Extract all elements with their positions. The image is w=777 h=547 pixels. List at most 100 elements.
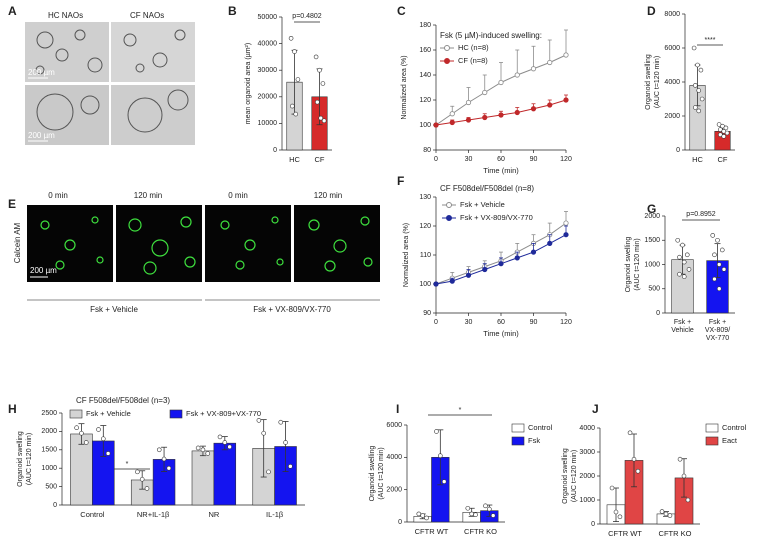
y-tick-label: 80: [423, 147, 431, 154]
organoid: [360, 216, 370, 226]
x-tick-label: HC: [692, 155, 703, 164]
data-point: [195, 445, 201, 451]
data-point: [416, 511, 422, 517]
legend-label: CF (n=8): [458, 56, 488, 65]
panel-g: G 0 500 1000 1500 2000 Organoid swelling (AUC t…: [625, 202, 735, 342]
data-point: [627, 430, 633, 436]
y-tick-label: 0: [273, 147, 277, 154]
legend-label: Fsk: [528, 436, 540, 445]
data-point: [441, 479, 447, 484]
panel-letter: D: [647, 4, 656, 18]
organoid: [308, 219, 320, 231]
data-point: [681, 259, 687, 265]
y-tick-label: 2000: [41, 428, 57, 435]
data-point: [498, 79, 504, 86]
legend-label: Fsk + Vehicle: [460, 200, 505, 209]
data-point: [96, 427, 101, 432]
y-tick-label: 140: [419, 72, 431, 79]
legend-label: Control: [528, 423, 553, 432]
organoid: [64, 239, 76, 251]
data-point: [514, 255, 520, 261]
legend-marker: [446, 215, 452, 221]
time-label: 120 min: [314, 191, 342, 200]
y-tick-label: 4000: [664, 79, 680, 86]
data-point: [721, 267, 727, 272]
stain-label: Calcein AM: [13, 222, 22, 263]
y-tick-label: 180: [419, 22, 431, 29]
x-tick-label: Vehicle: [671, 327, 694, 334]
data-point: [74, 425, 79, 431]
data-point: [205, 451, 211, 456]
data-point: [313, 54, 319, 60]
organoid: [244, 239, 256, 251]
panel-b: B 0 10000 20000 30000 40000 50000 mean organoid…: [228, 4, 332, 164]
y-tick-label: 40000: [258, 40, 278, 47]
data-point: [498, 112, 504, 118]
data-point: [696, 108, 702, 114]
data-point: [693, 105, 698, 110]
data-point: [139, 476, 145, 482]
data-point: [420, 513, 425, 518]
data-point: [434, 429, 439, 434]
y-tick-label: 1500: [644, 237, 660, 244]
legend-label: Fsk + VX-809+VX-770: [186, 409, 261, 418]
data-point: [144, 486, 150, 491]
legend-label: Eact: [722, 436, 738, 445]
data-point: [288, 35, 294, 41]
panel-d: D 0 2000 4000 6000 8000 Organoid swelling (AUC …: [645, 4, 735, 164]
y-tick-label: 160: [419, 47, 431, 54]
x-tick-label: 90: [530, 156, 538, 163]
y-axis-label: Normalized area (%): [401, 55, 408, 119]
x-tick-label: 60: [497, 156, 505, 163]
panel-letter: I: [396, 402, 399, 416]
data-point: [321, 118, 327, 124]
y-tick-label: 4000: [386, 454, 402, 461]
data-point: [278, 419, 284, 425]
data-point: [283, 440, 288, 445]
y-axis-label: mean organoid area (µm²): [245, 43, 252, 124]
data-point: [698, 67, 704, 73]
x-tick-label: NR: [208, 510, 219, 519]
organoid: [333, 239, 347, 253]
y-tick-label: 500: [648, 286, 660, 293]
data-point: [715, 237, 720, 243]
annotation: *: [459, 407, 462, 414]
y-tick-label: 2000: [644, 213, 660, 220]
annotation: p=0.8952: [686, 211, 715, 218]
data-point: [465, 117, 472, 123]
y-tick-label: 4000: [579, 425, 595, 432]
legend-swatch: [511, 423, 525, 433]
data-point: [433, 281, 439, 287]
data-point: [465, 99, 472, 106]
data-point: [563, 220, 569, 226]
data-point: [712, 252, 717, 258]
data-point: [490, 513, 496, 518]
organoid: [276, 258, 284, 266]
organoid: [271, 216, 279, 224]
x-tick-label: CF: [718, 155, 728, 164]
data-point: [288, 464, 293, 469]
fluorescence-image: [116, 205, 202, 282]
data-point: [200, 447, 206, 453]
time-label: 0 min: [228, 191, 248, 200]
data-point: [677, 456, 683, 462]
y-tick-label: 130: [419, 194, 431, 201]
x-tick-label: Fsk +: [709, 319, 726, 326]
scale-label: 200 µm: [28, 68, 55, 77]
legend-swatch: [705, 423, 719, 433]
data-point: [227, 444, 232, 450]
legend-label: Fsk + Vehicle: [86, 409, 131, 418]
organoid: [87, 57, 103, 73]
y-axis-label: (AUC t=120 min): [378, 447, 385, 499]
data-point: [105, 451, 111, 456]
x-tick-label: 30: [465, 319, 473, 326]
y-tick-label: 1000: [644, 261, 660, 268]
x-tick-label: Control: [80, 510, 105, 519]
data-point: [667, 513, 673, 518]
panel-letter: F: [397, 174, 404, 188]
fluorescence-image: [294, 205, 380, 282]
y-tick-label: 100: [419, 281, 431, 288]
organoid: [123, 33, 137, 47]
y-tick-label: 120: [419, 223, 431, 230]
